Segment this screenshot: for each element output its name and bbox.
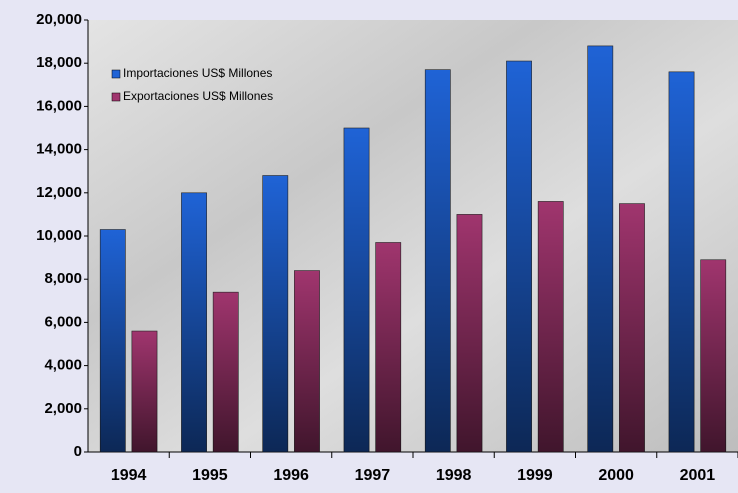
bar (456, 214, 483, 453)
x-tick-label: 1995 (192, 467, 228, 484)
y-tick-label: 16,000 (36, 97, 82, 114)
bar (619, 203, 645, 453)
x-tick-label: 1996 (273, 467, 309, 484)
x-tick-label: 2001 (680, 467, 716, 484)
bar (668, 71, 695, 453)
bar (212, 291, 239, 453)
bar (700, 259, 727, 453)
bar (343, 127, 370, 453)
bar (294, 270, 320, 453)
legend-swatch (111, 92, 121, 102)
y-tick-label: 14,000 (36, 141, 82, 158)
bar (262, 175, 289, 453)
x-tick-label: 1994 (111, 467, 147, 484)
legend-label: Importaciones US$ Millones (123, 66, 272, 80)
legend-swatch (111, 69, 121, 79)
bar (587, 45, 614, 453)
bar (537, 201, 564, 453)
x-tick-label: 2000 (598, 467, 634, 484)
x-tick-label: 1997 (355, 467, 391, 484)
y-tick-label: 12,000 (36, 184, 82, 201)
y-tick-label: 2,000 (44, 400, 82, 417)
legend-label: Exportaciones US$ Millones (123, 89, 273, 103)
y-tick-label: 8,000 (44, 270, 82, 287)
bar (99, 229, 126, 453)
bar (131, 330, 158, 453)
bar (506, 60, 532, 453)
bar (375, 242, 402, 453)
y-tick-label: 18,000 (36, 54, 82, 71)
y-tick-label: 10,000 (36, 227, 82, 244)
x-tick-label: 1998 (436, 467, 472, 484)
y-tick-label: 20,000 (36, 11, 82, 28)
bar (181, 192, 207, 453)
y-tick-label: 6,000 (44, 313, 82, 330)
y-tick-label: 0 (74, 443, 82, 460)
y-tick-label: 4,000 (44, 357, 82, 374)
bar (424, 69, 451, 453)
x-tick-label: 1999 (517, 467, 553, 484)
